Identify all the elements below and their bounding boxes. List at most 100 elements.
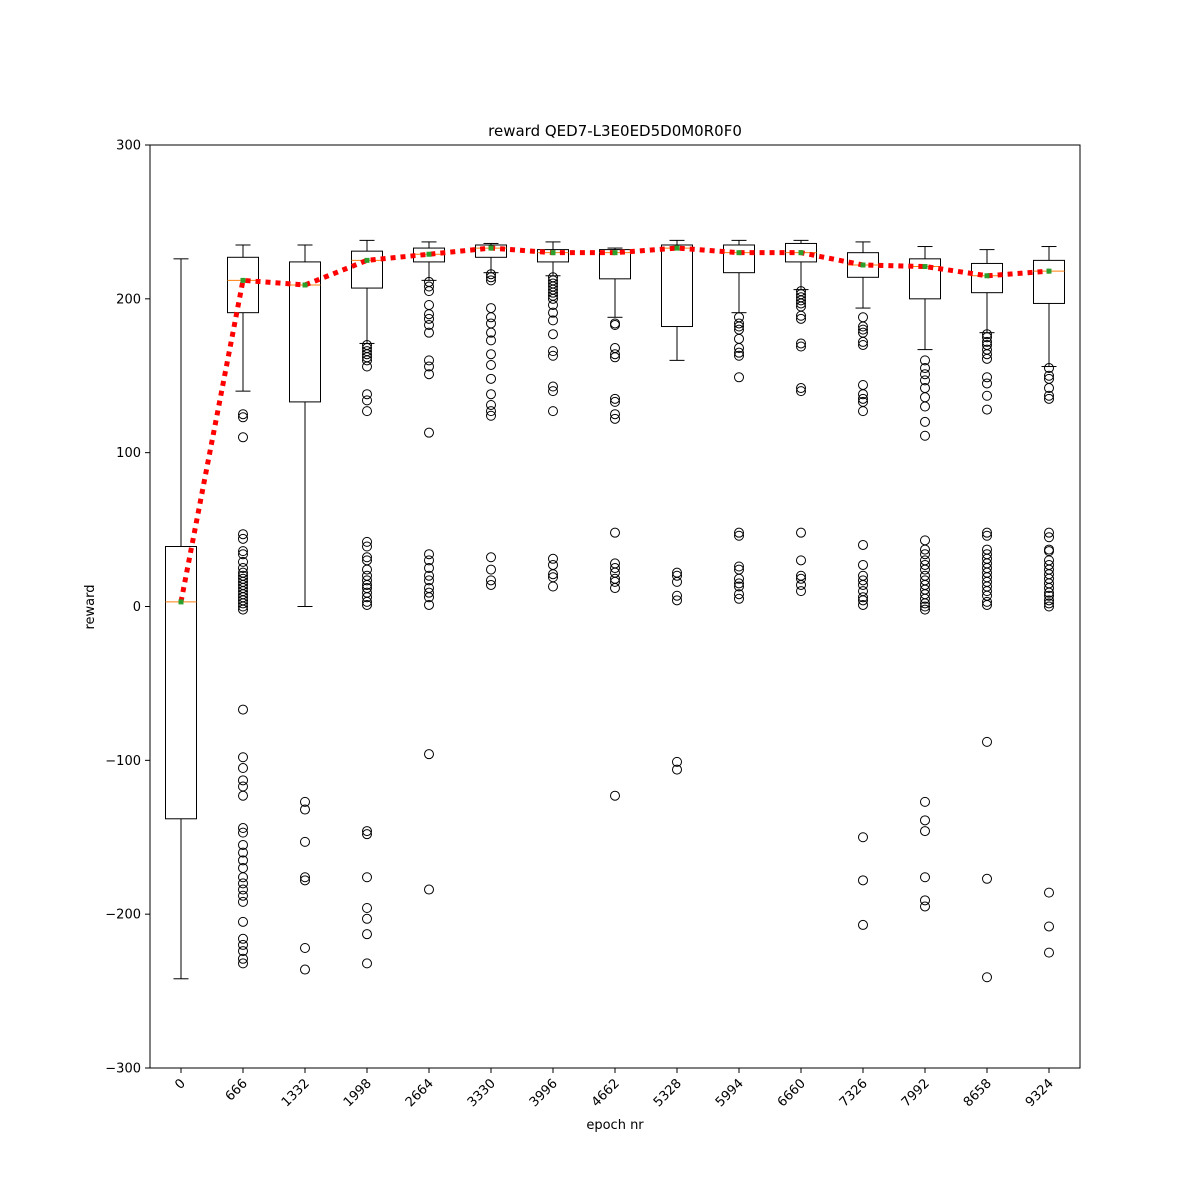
outlier-point bbox=[920, 593, 930, 604]
outlier-point bbox=[238, 855, 248, 866]
outlier-point bbox=[424, 592, 434, 603]
mean-marker bbox=[426, 251, 432, 257]
outlier-point bbox=[238, 872, 248, 883]
outlier-point bbox=[796, 341, 806, 352]
box bbox=[599, 249, 631, 280]
outlier-point bbox=[796, 338, 806, 349]
x-tick-label: 9324 bbox=[1023, 1076, 1057, 1110]
outlier-point bbox=[734, 589, 744, 600]
mean-marker bbox=[488, 245, 494, 251]
outlier-point bbox=[362, 829, 372, 840]
outlier-point bbox=[238, 432, 248, 443]
outlier-point bbox=[238, 939, 248, 950]
outlier-point bbox=[548, 315, 558, 326]
outlier-point bbox=[734, 318, 744, 329]
outlier-point bbox=[920, 401, 930, 412]
y-tick-label: 200 bbox=[116, 292, 141, 307]
outlier-point bbox=[486, 359, 496, 370]
outlier-point bbox=[548, 553, 558, 564]
outlier-point bbox=[238, 946, 248, 957]
outlier-point bbox=[920, 901, 930, 912]
outlier-point bbox=[362, 564, 372, 575]
outlier-point bbox=[858, 559, 868, 570]
outlier-point bbox=[548, 299, 558, 310]
mean-marker bbox=[984, 273, 990, 279]
outlier-point bbox=[858, 592, 868, 603]
outlier-point bbox=[424, 427, 434, 438]
outlier-point bbox=[362, 406, 372, 417]
box bbox=[165, 546, 197, 820]
x-axis-label: epoch nr bbox=[586, 1118, 644, 1133]
outlier-point bbox=[424, 361, 434, 372]
outlier-point bbox=[238, 529, 248, 540]
outlier-point bbox=[734, 321, 744, 332]
box bbox=[723, 244, 755, 274]
outlier-point bbox=[300, 875, 310, 886]
outlier-point bbox=[734, 561, 744, 572]
outlier-point bbox=[238, 933, 248, 944]
outlier-point bbox=[424, 309, 434, 320]
outlier-point bbox=[362, 826, 372, 837]
x-tick-label: 8658 bbox=[961, 1076, 995, 1110]
outlier-point bbox=[982, 353, 992, 364]
outlier-point bbox=[362, 552, 372, 563]
outlier-point bbox=[858, 389, 868, 400]
outlier-point bbox=[672, 590, 682, 601]
outlier-point bbox=[734, 333, 744, 344]
outlier-point bbox=[858, 312, 868, 323]
mean-marker bbox=[302, 282, 308, 288]
outlier-point bbox=[672, 595, 682, 606]
outlier-point bbox=[1044, 947, 1054, 958]
outlier-point bbox=[548, 386, 558, 397]
outlier-point bbox=[796, 295, 806, 306]
outlier-point bbox=[920, 355, 930, 366]
outlier-point bbox=[982, 599, 992, 610]
outlier-point bbox=[238, 790, 248, 801]
outlier-point bbox=[238, 601, 248, 612]
outlier-point bbox=[238, 896, 248, 907]
x-tick-label: 4662 bbox=[589, 1076, 623, 1110]
outlier-point bbox=[424, 319, 434, 330]
outlier-point bbox=[796, 555, 806, 566]
outlier-point bbox=[424, 313, 434, 324]
x-tick-label: 666 bbox=[223, 1076, 251, 1104]
y-tick-label: 300 bbox=[116, 139, 141, 154]
outlier-point bbox=[424, 563, 434, 574]
mean-marker bbox=[178, 599, 184, 605]
box bbox=[351, 250, 383, 289]
x-tick-label: 1332 bbox=[279, 1076, 313, 1110]
outlier-point bbox=[610, 563, 620, 574]
box bbox=[227, 256, 259, 314]
outlier-point bbox=[610, 413, 620, 424]
outlier-point bbox=[982, 873, 992, 884]
outlier-point bbox=[486, 275, 496, 286]
y-tick-label: −300 bbox=[105, 1062, 141, 1077]
x-tick-label: 2664 bbox=[403, 1076, 437, 1110]
outlier-point bbox=[362, 599, 372, 610]
mean-marker bbox=[798, 250, 804, 256]
outlier-point bbox=[424, 587, 434, 598]
outlier-point bbox=[238, 752, 248, 763]
outlier-point bbox=[362, 958, 372, 969]
outlier-point bbox=[238, 604, 248, 615]
outlier-point bbox=[424, 281, 434, 292]
outlier-point bbox=[362, 389, 372, 400]
outlier-point bbox=[362, 579, 372, 590]
outlier-point bbox=[796, 310, 806, 321]
box bbox=[1033, 259, 1065, 304]
outlier-point bbox=[982, 349, 992, 360]
outlier-point bbox=[300, 836, 310, 847]
outlier-point bbox=[920, 416, 930, 427]
outlier-point bbox=[1044, 390, 1054, 401]
outlier-point bbox=[920, 430, 930, 441]
mean-marker bbox=[1046, 268, 1052, 274]
x-tick-label: 7992 bbox=[899, 1076, 933, 1110]
mean-marker bbox=[736, 250, 742, 256]
outlier-point bbox=[424, 570, 434, 581]
outlier-point bbox=[672, 764, 682, 775]
x-tick-label: 3996 bbox=[527, 1076, 561, 1110]
outlier-point bbox=[362, 592, 372, 603]
mean-marker bbox=[364, 257, 370, 263]
outlier-point bbox=[486, 312, 496, 323]
outlier-point bbox=[796, 383, 806, 394]
